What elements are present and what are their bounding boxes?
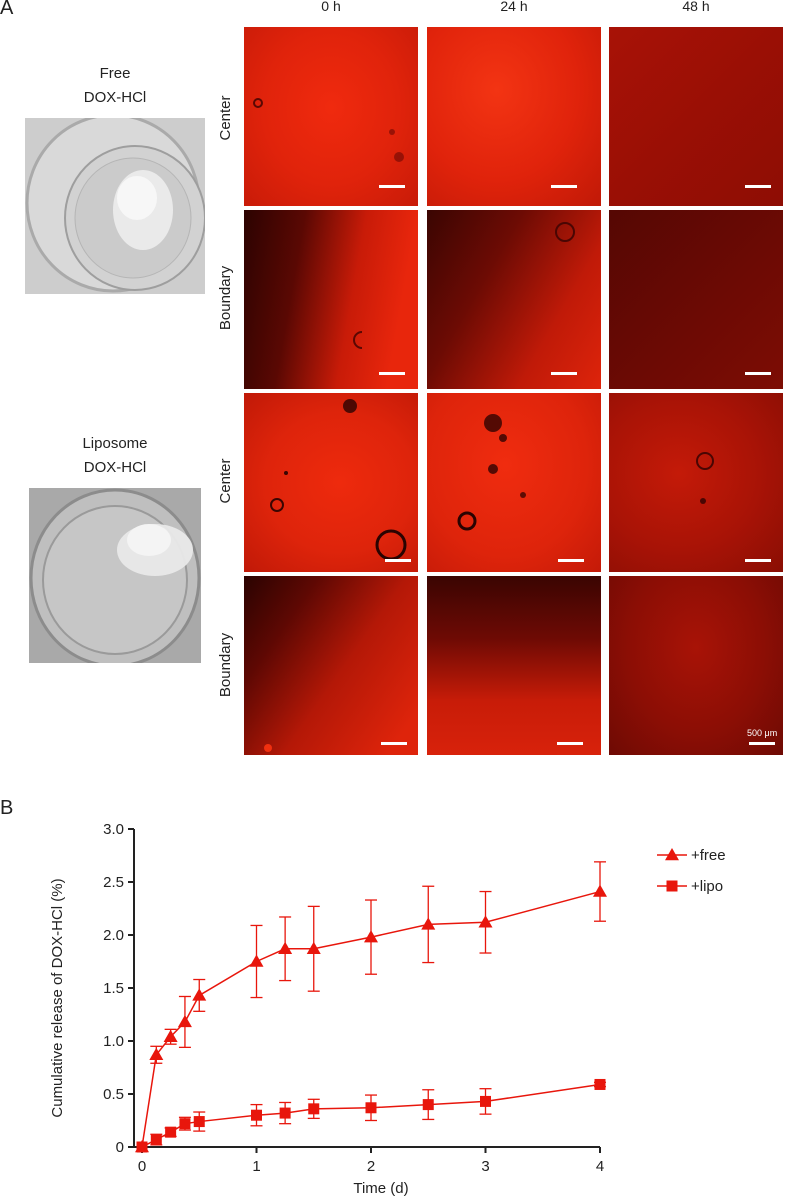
time-header-48h: 48 h xyxy=(682,0,710,14)
free-dish-photo xyxy=(25,118,205,294)
scale-bar xyxy=(749,742,775,745)
row-label-free-center: Center xyxy=(217,95,234,141)
free-label-line2: DOX-HCl xyxy=(83,89,147,106)
image-free-boundary-0h xyxy=(244,210,418,389)
x-tick-label: 1 xyxy=(252,1158,260,1175)
panel-b-letter: B xyxy=(0,797,14,819)
data-point-lipo xyxy=(308,1103,320,1115)
image-free-center-48h xyxy=(609,27,783,206)
y-tick-label: 0.5 xyxy=(103,1086,124,1103)
x-tick-label: 4 xyxy=(596,1158,604,1175)
data-point-free xyxy=(478,915,493,928)
x-axis-label: Time (d) xyxy=(353,1180,408,1197)
data-point-lipo xyxy=(365,1102,377,1114)
legend-marker-free xyxy=(665,848,679,861)
image-lipo-center-0h xyxy=(244,393,418,572)
legend-marker-lipo xyxy=(666,880,678,892)
time-header-24h: 24 h xyxy=(500,0,528,14)
lipo-dish-photo xyxy=(29,488,201,663)
data-point-lipo xyxy=(422,1099,434,1111)
scale-bar xyxy=(551,372,577,375)
release-chart: 0 0.5 1.0 1.5 2.0 2.5 3.0 0 1 2 3 4 Time (d) Cumulati… xyxy=(49,821,726,1197)
scale-bar xyxy=(745,372,771,375)
legend-label-lipo: +lipo xyxy=(691,878,723,895)
data-point-free xyxy=(163,1029,178,1043)
data-point-lipo xyxy=(193,1116,205,1128)
y-tick-label: 0 xyxy=(116,1139,124,1156)
image-lipo-center-48h xyxy=(609,393,783,572)
image-free-center-24h xyxy=(427,27,601,206)
legend-label-free: +free xyxy=(691,847,726,864)
x-tick-label: 2 xyxy=(367,1158,375,1175)
data-point-lipo xyxy=(480,1095,491,1107)
y-tick-label: 1.5 xyxy=(103,980,124,997)
x-tick-label: 0 xyxy=(138,1158,146,1175)
scale-bar xyxy=(558,559,584,562)
scale-bar xyxy=(379,185,405,188)
y-tick-label: 2.5 xyxy=(103,874,124,891)
image-lipo-boundary-24h xyxy=(427,576,601,755)
data-point-lipo xyxy=(251,1109,262,1121)
y-tick-label: 3.0 xyxy=(103,821,124,838)
image-free-boundary-24h xyxy=(427,210,601,389)
free-group-label: Free DOX-HCl xyxy=(40,62,190,110)
data-point-free xyxy=(177,1014,192,1028)
data-point-free xyxy=(421,917,436,930)
y-tick-label: 2.0 xyxy=(103,927,124,944)
lipo-label-line1: Liposome xyxy=(82,435,148,452)
data-point-free xyxy=(364,930,378,943)
data-point-lipo xyxy=(179,1118,191,1130)
image-free-boundary-48h xyxy=(609,210,783,389)
scale-bar xyxy=(379,372,405,375)
scale-bar xyxy=(745,559,771,562)
free-label-line1: Free xyxy=(99,65,131,82)
data-point-lipo xyxy=(594,1078,606,1090)
time-header-0h: 0 h xyxy=(321,0,341,14)
scale-label: 500 μm xyxy=(747,728,778,738)
data-point-free xyxy=(249,954,264,967)
data-point-free xyxy=(278,941,293,955)
image-lipo-center-24h xyxy=(427,393,601,572)
data-point-lipo xyxy=(165,1126,177,1138)
y-tick-label: 1.0 xyxy=(103,1033,124,1050)
image-free-center-0h xyxy=(244,27,418,206)
scale-bar xyxy=(745,185,771,188)
scale-bar xyxy=(551,185,577,188)
panel-a-letter: A xyxy=(0,0,14,19)
data-point-lipo xyxy=(150,1134,162,1146)
data-point-free xyxy=(593,884,607,897)
data-point-lipo xyxy=(279,1107,291,1119)
data-point-free xyxy=(192,988,207,1001)
data-point-lipo xyxy=(136,1141,148,1153)
lipo-label-line2: DOX-HCl xyxy=(83,459,147,476)
y-axis-label: Cumulative release of DOX-HCl (%) xyxy=(49,878,66,1117)
image-lipo-boundary-0h xyxy=(244,576,418,755)
scale-bar xyxy=(557,742,583,745)
scale-bar xyxy=(385,559,411,562)
data-point-free xyxy=(306,941,321,955)
scale-bar xyxy=(381,742,407,745)
lipo-group-label: Liposome DOX-HCl xyxy=(40,432,190,480)
image-lipo-boundary-48h: 500 μm xyxy=(609,576,783,755)
row-label-lipo-center: Center xyxy=(217,458,234,504)
x-tick-label: 3 xyxy=(481,1158,489,1175)
row-label-lipo-boundary: Boundary xyxy=(217,632,234,698)
row-label-free-boundary: Boundary xyxy=(217,265,234,331)
data-point-free xyxy=(149,1047,164,1061)
